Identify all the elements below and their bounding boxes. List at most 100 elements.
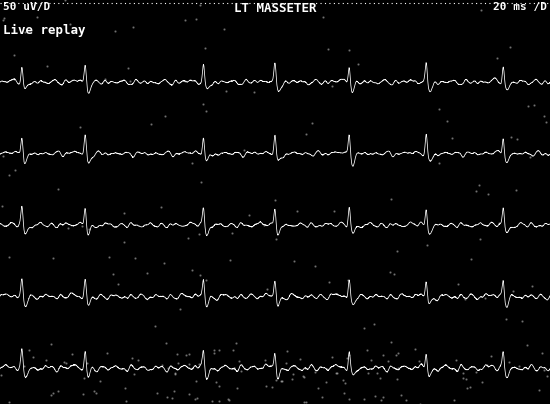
Point	[378, 394, 387, 401]
Point	[538, 350, 547, 357]
Point	[423, 242, 432, 248]
Point	[0, 152, 8, 159]
Point	[495, 220, 504, 227]
Point	[314, 384, 323, 391]
Point	[224, 396, 233, 403]
Point	[323, 46, 332, 52]
Point	[46, 341, 55, 347]
Point	[192, 395, 201, 402]
Point	[46, 392, 55, 398]
Point	[4, 172, 13, 179]
Point	[397, 392, 405, 398]
Point	[354, 61, 362, 67]
Point	[281, 360, 290, 366]
Point	[180, 17, 189, 23]
Point	[24, 347, 33, 354]
Point	[104, 254, 113, 261]
Point	[29, 354, 37, 360]
Point	[157, 204, 166, 210]
Point	[260, 221, 269, 228]
Point	[310, 262, 319, 269]
Point	[196, 272, 205, 278]
Point	[121, 398, 130, 404]
Point	[167, 395, 176, 401]
Point	[333, 370, 342, 376]
Point	[402, 396, 410, 403]
Point	[517, 318, 526, 324]
Point	[0, 203, 7, 209]
Point	[302, 399, 311, 404]
Point	[48, 389, 57, 396]
Point	[129, 24, 138, 30]
Point	[391, 351, 400, 358]
Point	[150, 323, 159, 330]
Point	[459, 375, 468, 382]
Point	[78, 223, 86, 229]
Point	[271, 196, 280, 203]
Point	[191, 16, 200, 22]
Point	[190, 396, 199, 402]
Point	[214, 398, 223, 404]
Point	[345, 47, 354, 54]
Point	[461, 295, 470, 302]
Text: 50 uV/D: 50 uV/D	[3, 2, 50, 12]
Point	[59, 359, 68, 366]
Point	[79, 391, 87, 397]
Point	[184, 391, 193, 397]
Point	[214, 347, 223, 354]
Point	[505, 44, 514, 50]
Point	[54, 388, 63, 394]
Point	[228, 229, 237, 236]
Point	[130, 371, 139, 377]
Point	[378, 351, 387, 358]
Point	[123, 65, 132, 72]
Point	[362, 347, 371, 353]
Point	[80, 375, 89, 381]
Point	[195, 230, 204, 237]
Point	[62, 360, 71, 366]
Point	[525, 154, 534, 161]
Point	[461, 375, 470, 382]
Point	[161, 340, 170, 346]
Point	[42, 63, 51, 69]
Point	[344, 396, 353, 402]
Point	[113, 281, 122, 288]
Point	[267, 384, 276, 391]
Point	[201, 108, 210, 115]
Text: LT MASSETER: LT MASSETER	[234, 2, 316, 15]
Point	[153, 389, 162, 396]
Point	[68, 351, 76, 357]
Point	[318, 13, 327, 20]
Point	[502, 315, 510, 322]
Point	[199, 101, 207, 107]
Point	[411, 346, 420, 352]
Point	[161, 113, 170, 120]
Point	[523, 102, 532, 109]
Point	[130, 255, 139, 261]
Point	[170, 387, 179, 394]
Point	[392, 248, 401, 255]
Point	[360, 396, 368, 402]
Point	[9, 76, 18, 82]
Point	[120, 385, 129, 391]
Point	[452, 357, 460, 363]
Point	[228, 347, 237, 354]
Point	[340, 380, 349, 387]
Point	[109, 271, 118, 278]
Point	[289, 258, 298, 264]
Point	[299, 372, 307, 379]
Point	[197, 179, 206, 185]
Point	[450, 396, 459, 403]
Point	[370, 393, 379, 400]
Point	[41, 357, 50, 363]
Point	[463, 385, 471, 391]
Point	[465, 384, 474, 390]
Point	[493, 55, 502, 61]
Point	[293, 208, 301, 215]
Point	[83, 360, 92, 366]
Point	[32, 13, 41, 20]
Point	[260, 357, 269, 363]
Point	[92, 389, 101, 396]
Point	[383, 358, 392, 364]
Point	[215, 383, 224, 390]
